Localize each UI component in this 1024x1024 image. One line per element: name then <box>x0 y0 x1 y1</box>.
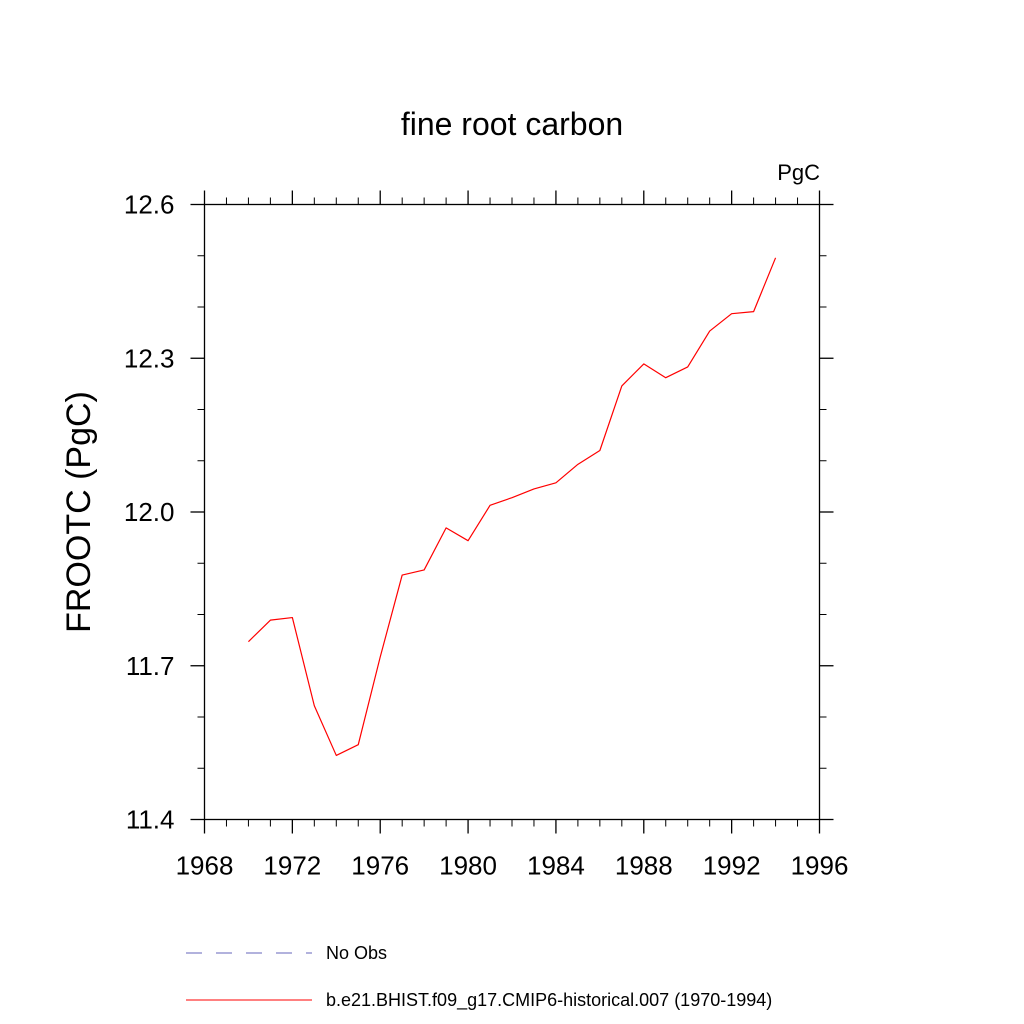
x-tick-label: 1996 <box>791 851 849 881</box>
y-tick-label: 12.6 <box>124 190 175 220</box>
legend-label: b.e21.BHIST.f09_g17.CMIP6-historical.007… <box>326 990 772 1011</box>
legend-label: No Obs <box>326 943 387 963</box>
x-tick-label: 1976 <box>351 851 409 881</box>
chart-title: fine root carbon <box>401 106 623 142</box>
y-tick-label: 11.7 <box>126 651 175 681</box>
legend: No Obs b.e21.BHIST.f09_g17.CMIP6-historic… <box>186 943 772 1011</box>
units-label: PgC <box>777 160 820 185</box>
series-layer <box>248 257 777 757</box>
x-tick-label: 1972 <box>263 851 321 881</box>
x-tick-label: 1980 <box>439 851 497 881</box>
x-tick-label: 1984 <box>527 851 585 881</box>
x-tick-label: 1968 <box>176 851 234 881</box>
x-tick-label: 1992 <box>703 851 761 881</box>
series-line <box>248 257 777 757</box>
y-tick-label: 11.4 <box>126 805 175 835</box>
x-tick-label: 1988 <box>615 851 673 881</box>
y-axis-label: FROOTC (PgC) <box>60 391 98 633</box>
y-tick-label: 12.0 <box>124 497 175 527</box>
plot-frame <box>203 203 821 821</box>
y-tick-label: 12.3 <box>124 343 175 373</box>
axes: 1968 1972 1976 1980 1984 1988 1992 1996 11.4 11.7… <box>124 190 849 881</box>
